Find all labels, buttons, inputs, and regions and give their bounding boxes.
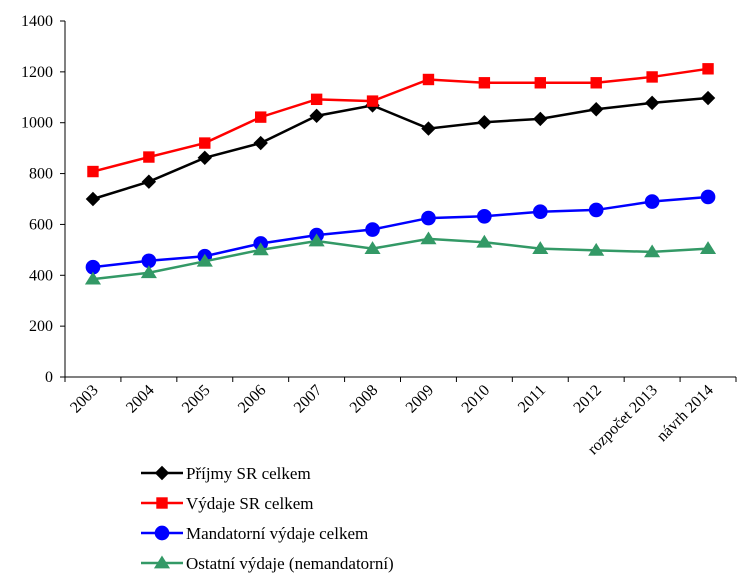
data-point — [420, 231, 437, 245]
y-tick-label: 0 — [45, 369, 53, 386]
series-line — [92, 195, 709, 269]
x-tick-label: 2005 — [179, 382, 214, 417]
legend-item: Ostatní výdaje (nemandatorní) — [141, 554, 394, 573]
legend: Příjmy SR celkem Výdaje SR celkem Mandator… — [141, 464, 394, 573]
x-tick-label: 2011 — [515, 382, 549, 416]
x-tick-label: 2010 — [459, 382, 494, 417]
data-point — [588, 242, 605, 256]
data-point — [255, 111, 267, 123]
data-point — [253, 135, 268, 151]
y-tick-label: 400 — [29, 267, 53, 284]
legend-item: Mandatorní výdaje celkem — [141, 524, 368, 543]
data-point — [421, 121, 436, 136]
data-point — [141, 174, 157, 189]
y-tick-label: 1000 — [21, 115, 53, 132]
data-point — [700, 90, 716, 106]
data-point — [644, 244, 661, 258]
data-point — [590, 77, 602, 89]
series-line — [92, 237, 709, 281]
legend-label: Výdaje SR celkem — [186, 494, 313, 513]
series-2 — [87, 63, 714, 178]
x-tick-label: 2012 — [570, 382, 605, 417]
y-tick-label: 600 — [29, 216, 53, 233]
data-point — [196, 253, 213, 267]
legend-label: Příjmy SR celkem — [186, 464, 311, 483]
series-group — [84, 63, 717, 285]
data-point — [532, 241, 549, 254]
data-point — [702, 63, 714, 75]
y-tick-label: 200 — [29, 318, 53, 335]
data-point — [478, 77, 491, 89]
legend-item: Výdaje SR celkem — [141, 494, 313, 513]
data-point — [532, 204, 548, 220]
x-tick-label: 2003 — [67, 382, 102, 417]
x-tick-label: 2006 — [235, 382, 270, 417]
data-point — [364, 241, 381, 254]
legend-marker — [154, 525, 170, 541]
x-tick-label: 2004 — [123, 382, 158, 417]
data-point — [140, 265, 157, 279]
data-point — [646, 71, 658, 83]
data-point — [699, 241, 717, 254]
data-point — [143, 151, 155, 163]
y-axis-tick-labels: 0 200 400 600 800 1000 1200 1400 — [21, 13, 53, 386]
data-point — [84, 271, 102, 285]
y-tick-label: 1200 — [21, 64, 53, 81]
series-4 — [84, 231, 717, 285]
series-line — [92, 96, 709, 201]
x-axis-tick-labels: 2003 2004 2005 2006 2007 2008 2009 2010 2011 2012… — [67, 382, 717, 458]
data-point — [700, 189, 716, 205]
data-point — [533, 111, 548, 127]
x-tick-label: 2009 — [403, 382, 438, 417]
y-tick-label: 800 — [29, 166, 53, 183]
series-3 — [85, 189, 716, 275]
data-point — [477, 114, 492, 130]
data-point — [309, 108, 324, 124]
x-tick-label: 2008 — [347, 382, 382, 417]
legend-marker — [156, 497, 168, 509]
data-point — [644, 194, 660, 209]
data-point — [310, 93, 323, 106]
data-point — [476, 234, 493, 248]
legend-marker — [154, 465, 170, 481]
data-point — [85, 191, 101, 207]
data-point — [644, 95, 660, 111]
data-point — [199, 137, 211, 149]
data-point — [308, 233, 325, 247]
legend-label: Mandatorní výdaje celkem — [186, 524, 368, 543]
x-tick-label: návrh 2014 — [654, 382, 717, 445]
data-point — [366, 95, 379, 107]
data-point — [477, 208, 492, 224]
legend-label: Ostatní výdaje (nemandatorní) — [186, 554, 394, 573]
legend-marker — [153, 555, 171, 569]
data-point — [252, 242, 269, 256]
data-point — [365, 222, 380, 237]
data-point — [197, 150, 212, 166]
legend-item: Příjmy SR celkem — [141, 464, 311, 483]
data-point — [421, 210, 436, 226]
series-line — [92, 67, 709, 173]
data-point — [588, 202, 604, 218]
x-tick-label: 2007 — [291, 382, 326, 417]
data-point — [422, 73, 435, 86]
data-point — [534, 77, 546, 89]
y-tick-label: 1400 — [21, 13, 53, 30]
chart-axes — [60, 20, 737, 382]
data-point — [589, 102, 604, 117]
data-point — [87, 165, 99, 178]
